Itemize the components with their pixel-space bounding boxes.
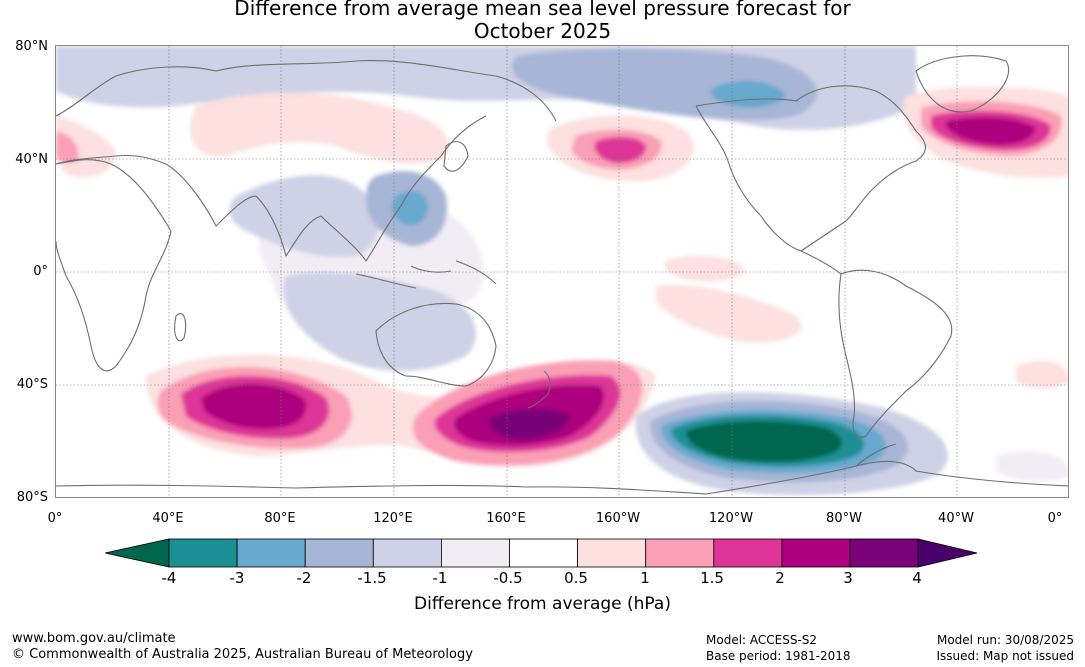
lon-label-160w: 160°W xyxy=(595,511,641,526)
coastlines xyxy=(56,55,1068,495)
colorbar-label: -3 xyxy=(229,569,245,587)
colorbar-arrow-low xyxy=(105,538,170,568)
anomaly-south-pacific-pos xyxy=(656,285,802,343)
lon-label-0-east: 0° xyxy=(1047,511,1063,526)
title-line-1: Difference from average mean sea level p… xyxy=(234,0,851,20)
anomaly-sw-pacific-pos-peak xyxy=(488,408,571,440)
anomaly-south-atlantic-pos xyxy=(1016,361,1068,389)
colorbar xyxy=(105,538,978,568)
lat-label-80s: 80°S xyxy=(16,490,48,505)
anomaly-asia-neg xyxy=(229,175,379,257)
footer-model: Model: ACCESS-S2 xyxy=(706,633,818,647)
anomaly-north-pacific-pos-core xyxy=(594,136,646,164)
colorbar-segment xyxy=(509,538,578,568)
anomaly-east-asia-neg-core xyxy=(391,190,428,226)
anomaly-eurasia-pos xyxy=(190,92,449,164)
colorbar-segment xyxy=(645,538,715,568)
anomaly-arctic-neg-mid xyxy=(512,48,817,121)
footer-base-period: Base period: 1981-2018 xyxy=(706,649,851,663)
anomaly-south-atlantic-neg xyxy=(996,451,1068,482)
lon-label-40e: 40°E xyxy=(152,511,184,526)
lat-label-40s: 40°S xyxy=(16,377,48,392)
anomaly-indian-high-pos-core xyxy=(201,383,307,430)
colorbar-label: 3 xyxy=(843,569,853,587)
map-title: Difference from average mean sea level p… xyxy=(0,0,1085,43)
lon-label-80w: 80°W xyxy=(826,511,862,526)
anomaly-indian-ocean-neg xyxy=(283,271,476,371)
lat-label-80n: 80°N xyxy=(15,39,48,54)
colorbar-label: -2 xyxy=(296,569,312,587)
graticule xyxy=(56,46,1068,497)
lon-label-80e: 80°E xyxy=(264,511,296,526)
colorbar-label: -4 xyxy=(161,569,177,587)
colorbar-label: 4 xyxy=(912,569,922,587)
colorbar-segment xyxy=(168,538,238,568)
anomaly-east-pacific-pos xyxy=(664,255,746,282)
anomaly-se-pacific-neg-peak xyxy=(686,420,842,463)
map-plot-area xyxy=(55,45,1069,498)
lon-label-40w: 40°W xyxy=(938,511,974,526)
lon-label-0-west: 0° xyxy=(47,511,63,526)
footer-url: www.bom.gov.au/climate xyxy=(12,631,176,646)
footer-model-run: Model run: 30/08/2025 xyxy=(936,633,1074,647)
pressure-anomaly-map xyxy=(56,46,1068,497)
colorbar-label: 2 xyxy=(775,569,785,587)
footer-copyright: © Commonwealth of Australia 2025, Austra… xyxy=(12,647,473,662)
lat-label-equator: 0° xyxy=(33,264,48,279)
colorbar-label: 1 xyxy=(640,569,650,587)
colorbar-segment xyxy=(577,538,647,568)
colorbar-segment xyxy=(849,538,919,568)
anomaly-europe-pos-core xyxy=(56,131,79,164)
colorbar-label: -1.5 xyxy=(357,569,387,587)
title-line-2: October 2025 xyxy=(473,19,612,43)
colorbar-label: 1.5 xyxy=(700,569,724,587)
colorbar-segment xyxy=(440,538,510,568)
anomaly-shading xyxy=(56,46,1068,496)
lon-label-120e: 120°E xyxy=(373,511,413,526)
anomaly-north-atlantic-pos-core xyxy=(946,116,1036,146)
colorbar-segment xyxy=(236,538,306,568)
lon-label-160e: 160°E xyxy=(486,511,526,526)
colorbar-segment xyxy=(304,538,374,568)
colorbar-segment xyxy=(781,538,851,568)
colorbar-segment xyxy=(713,538,783,568)
colorbar-label: -1 xyxy=(432,569,448,587)
colorbar-arrow-high xyxy=(917,538,978,568)
colorbar-label: -0.5 xyxy=(493,569,523,587)
colorbar-segment xyxy=(372,538,442,568)
lon-label-120w: 120°W xyxy=(708,511,754,526)
colorbar-label: 0.5 xyxy=(564,569,588,587)
colorbar-title: Difference from average (hPa) xyxy=(414,594,671,614)
lat-label-40n: 40°N xyxy=(15,152,48,167)
footer-issued: Issued: Map not issued xyxy=(936,649,1074,663)
